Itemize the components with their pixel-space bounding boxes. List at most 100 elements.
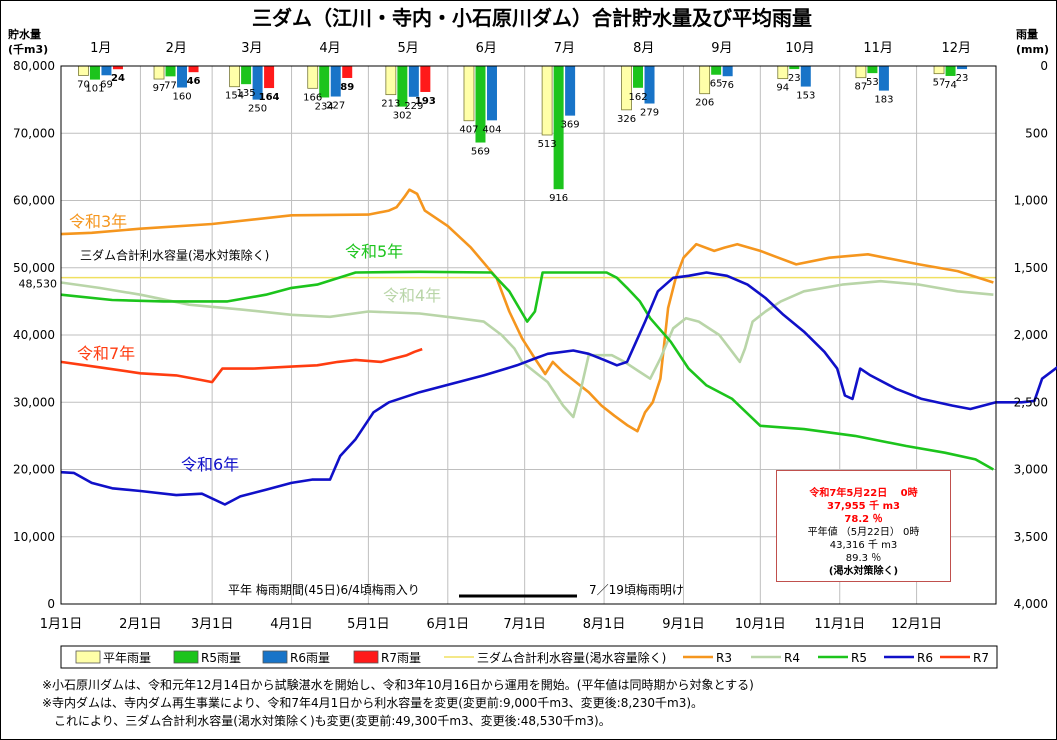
rain-value-label: 162 bbox=[628, 92, 647, 103]
legend-label: R5 bbox=[851, 651, 867, 665]
y-left-tick-label: 60,000 bbox=[13, 194, 55, 208]
rain-value-label: 89 bbox=[340, 82, 354, 93]
rain-bar bbox=[397, 66, 408, 107]
rain-bar bbox=[711, 66, 722, 75]
rain-bar bbox=[621, 65, 632, 111]
rain-bar bbox=[722, 66, 733, 77]
rain-value-label: 183 bbox=[874, 95, 893, 106]
rain-value-label: 326 bbox=[617, 114, 636, 125]
y-left-tick-label: 10,000 bbox=[13, 530, 55, 544]
baiu-text-left: 平年 梅雨期間(45日)6/4頃梅雨入り bbox=[228, 582, 420, 597]
month-header-label: 1月 bbox=[90, 41, 111, 56]
x-tick-label: 6月1日 bbox=[427, 617, 470, 632]
rain-value-label: 97 bbox=[153, 83, 166, 94]
info-normal-percent: 89.3 ％ bbox=[845, 553, 882, 564]
rain-bar bbox=[177, 66, 188, 88]
rain-value-label: 153 bbox=[796, 91, 815, 102]
rain-value-label: 23 bbox=[956, 73, 969, 84]
rain-bar bbox=[241, 66, 252, 85]
rain-bar bbox=[89, 66, 100, 80]
rain-value-label: 407 bbox=[459, 125, 478, 136]
legend-box bbox=[60, 645, 998, 669]
rain-bar bbox=[699, 65, 711, 95]
rain-bar bbox=[330, 66, 341, 97]
legend-label: R4 bbox=[784, 651, 800, 665]
y-left-tick-label: 0 bbox=[47, 597, 55, 611]
y-right-tick-label: 3,500 bbox=[1014, 530, 1048, 544]
storage-line-r3 bbox=[60, 188, 994, 433]
baiu-text-right: 7／19頃梅雨明け bbox=[589, 582, 684, 597]
y-right-tick-label: 0 bbox=[1040, 59, 1048, 73]
y-left-tick-label: 40,000 bbox=[13, 328, 55, 342]
rain-bar bbox=[252, 66, 263, 100]
rain-bar bbox=[789, 66, 800, 70]
y-left-tick-label: 50,000 bbox=[13, 261, 55, 275]
storage-rain-chart: 三ダム（江川・寺内・小石原川ダム）合計貯水量及び平均雨量 貯水量 (千m3) 雨… bbox=[8, 6, 1057, 669]
rain-bar bbox=[957, 66, 968, 70]
x-tick-label: 12月1日 bbox=[891, 617, 942, 632]
info-box: 令和7年5月22日 0時 37,955 千 m3 78.2 ％ 平年値 （5月2… bbox=[776, 470, 951, 582]
info-percent: 78.2 ％ bbox=[844, 514, 883, 525]
rain-value-label: 213 bbox=[381, 99, 400, 110]
rain-bar bbox=[933, 65, 945, 75]
x-tick-label: 5月1日 bbox=[347, 617, 390, 632]
capacity-value-label: 48,530 bbox=[19, 278, 58, 291]
y-right-tick-label: 4,000 bbox=[1014, 597, 1048, 611]
month-header-label: 7月 bbox=[554, 41, 575, 56]
rain-bar bbox=[867, 66, 878, 74]
rain-value-label: 77 bbox=[164, 80, 177, 91]
rain-value-label: 76 bbox=[721, 80, 734, 91]
rain-bar bbox=[633, 66, 644, 88]
rain-bar bbox=[878, 66, 889, 91]
info-normal-label: 平年値 （5月22日） 0時 bbox=[807, 527, 920, 538]
rain-value-label: 279 bbox=[640, 108, 659, 119]
rain-bar bbox=[229, 65, 240, 88]
rain-value-label: 69 bbox=[100, 79, 113, 90]
rain-bar bbox=[420, 66, 431, 92]
rain-bar bbox=[463, 65, 475, 122]
footnote-3: これにより、三ダム合計利水容量(渇水対策除く)も変更(変更前:49,300千m3… bbox=[42, 714, 611, 728]
y-right-tick-label: 500 bbox=[1025, 126, 1048, 140]
rain-value-label: 164 bbox=[259, 92, 280, 103]
x-tick-label: 10月1日 bbox=[735, 617, 786, 632]
x-tick-label: 8月1日 bbox=[583, 617, 626, 632]
y-left-tick-label: 80,000 bbox=[13, 59, 55, 73]
rain-bar bbox=[486, 66, 497, 121]
legend-label: 平年雨量 bbox=[103, 651, 151, 665]
series-label-r7: 令和7年 bbox=[77, 344, 135, 363]
month-header-label: 2月 bbox=[166, 41, 187, 56]
rain-bar bbox=[553, 66, 564, 190]
rain-value-label: 513 bbox=[538, 139, 557, 150]
x-tick-label: 4月1日 bbox=[270, 617, 313, 632]
rain-value-label: 57 bbox=[933, 78, 946, 89]
month-header-label: 11月 bbox=[863, 41, 893, 56]
x-tick-label: 9月1日 bbox=[662, 617, 705, 632]
rain-bar bbox=[153, 65, 165, 80]
rain-value-label: 227 bbox=[326, 101, 345, 112]
rain-bar bbox=[385, 65, 397, 96]
legend-swatch bbox=[262, 650, 288, 664]
series-label-r4: 令和4年 bbox=[383, 286, 441, 305]
month-header-label: 8月 bbox=[633, 41, 654, 56]
rain-value-label: 369 bbox=[561, 120, 580, 131]
legend-swatch bbox=[75, 650, 101, 664]
legend-label: R6雨量 bbox=[290, 651, 330, 665]
info-date: 令和7年5月22日 0時 bbox=[809, 488, 918, 499]
month-header-label: 9月 bbox=[711, 41, 732, 56]
rain-bar bbox=[188, 66, 199, 73]
rain-bar bbox=[112, 66, 123, 70]
rain-value-label: 87 bbox=[855, 82, 868, 93]
rain-value-label: 302 bbox=[393, 111, 412, 122]
rain-value-label: 65 bbox=[710, 79, 723, 90]
storage-line-r7 bbox=[60, 347, 423, 384]
y-right-label-1: 雨量 bbox=[1016, 28, 1038, 41]
y-left-tick-label: 20,000 bbox=[13, 463, 55, 477]
legend-swatch bbox=[353, 650, 379, 664]
rain-bar bbox=[565, 66, 576, 116]
x-tick-label: 2月1日 bbox=[119, 617, 162, 632]
series-label-r6: 令和6年 bbox=[181, 455, 239, 474]
month-header-label: 6月 bbox=[476, 41, 497, 56]
info-note: (渇水対策除く) bbox=[828, 566, 899, 577]
series-label-r5: 令和5年 bbox=[345, 242, 403, 261]
y-left-tick-label: 30,000 bbox=[13, 395, 55, 409]
